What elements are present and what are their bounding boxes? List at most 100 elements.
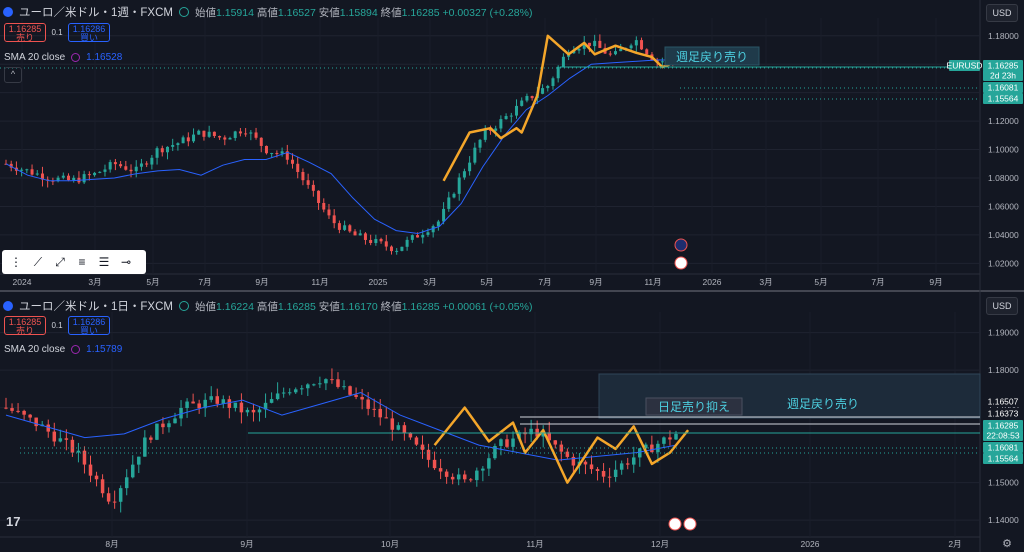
x-tick-label: 10月 (381, 539, 399, 549)
candle-body (58, 438, 63, 442)
candle-body (82, 174, 86, 183)
candle-body (571, 456, 576, 466)
candle-body (134, 166, 138, 172)
candle-body (488, 129, 492, 131)
candle-body (638, 448, 642, 458)
candle-body (595, 469, 600, 471)
candle-body (228, 137, 232, 140)
candle-body (384, 241, 388, 247)
candle-body (366, 399, 370, 409)
candle-body (504, 116, 508, 120)
bottom-price-tag-label: 1.15564 (988, 454, 1019, 464)
candle-body (87, 174, 91, 176)
candle-body (645, 49, 649, 55)
candle-body (218, 136, 222, 138)
bottom-symbol-title[interactable]: ユーロ／米ドル・1日・FXCM (19, 301, 173, 313)
parallel-channel-icon[interactable]: ≡ (78, 255, 86, 269)
fib-tool-icon[interactable]: ☰ (98, 255, 110, 269)
candle-body (525, 96, 529, 101)
bottom-price-tag-label: 22:08:53 (986, 431, 1019, 441)
trendline-tool-icon[interactable]: ⟋ (33, 254, 43, 269)
tradingview-logo[interactable]: 17 (6, 514, 21, 529)
candle-body (420, 444, 425, 450)
candle-body (306, 384, 310, 389)
candle-body (317, 190, 321, 203)
candle-body (515, 105, 519, 116)
top-price-tag (983, 82, 1023, 93)
candle-body (285, 151, 289, 160)
candle-body (372, 408, 376, 410)
candle-body (244, 133, 248, 135)
candle-body (410, 235, 414, 240)
candle-body (70, 439, 75, 453)
candle-body (161, 423, 165, 428)
ray-tool-icon[interactable]: ⤢ (55, 254, 65, 269)
candle-body (40, 173, 44, 180)
visibility-icon[interactable] (178, 7, 189, 17)
top-sell-button[interactable]: 1.16285 売り (4, 23, 46, 43)
candle-body (408, 433, 413, 438)
candle-body (197, 130, 201, 135)
candle-body (155, 423, 159, 440)
collapse-legend-button[interactable]: ^ (4, 67, 22, 83)
horizontal-line-icon[interactable]: ⊸ (120, 255, 132, 269)
bottom-price-tag-label: 1.16373 (988, 409, 1019, 419)
candle-body (656, 443, 660, 453)
candle-body (634, 40, 638, 46)
candle-body (185, 401, 189, 408)
candle-body (131, 464, 135, 478)
y-tick-label: 1.18000 (988, 31, 1019, 41)
candle-body (650, 444, 654, 453)
candle-body (322, 202, 326, 210)
drag-handle-icon[interactable]: ⋮ (10, 255, 22, 269)
candle-body (269, 399, 274, 403)
visibility-icon[interactable] (178, 301, 189, 311)
bottom-sell-button[interactable]: 1.16285 売り (4, 316, 46, 336)
x-tick-label: 3月 (88, 277, 101, 287)
candle-body (324, 379, 328, 384)
top-buy-button[interactable]: 1.16286 買い (68, 23, 110, 43)
bottom-buy-button[interactable]: 1.16286 買い (68, 316, 110, 336)
bottom-price-tag-label: 1.16285 (988, 421, 1019, 431)
bottom-sma-legend[interactable]: SMA 20 close 1.15789 (4, 344, 123, 355)
y-tick-label: 1.17000 (988, 403, 1019, 413)
candle-body (46, 424, 51, 432)
candle-body (473, 147, 477, 163)
top-currency-button[interactable]: USD (986, 4, 1018, 22)
candle-body (644, 444, 648, 449)
y-tick-label: 1.14000 (988, 515, 1019, 525)
candle-body (280, 151, 284, 154)
candle-body (462, 474, 467, 480)
candle-body (613, 469, 618, 478)
top-price-tag-label: EURUSD (947, 61, 983, 71)
bottom-price-tag-label: 1.16081 (988, 443, 1019, 453)
candle-body (124, 166, 128, 170)
candle-body (215, 396, 220, 404)
top-annotation-text: 週足戻り売り (676, 49, 748, 64)
candle-body (275, 393, 280, 400)
candle-body (16, 410, 20, 412)
candle-body (662, 437, 666, 444)
candle-body (30, 169, 34, 175)
bottom-currency-button[interactable]: USD (986, 297, 1018, 315)
y-tick-label: 1.02000 (988, 258, 1019, 268)
candle-body (100, 479, 105, 494)
x-tick-label: 2月 (948, 539, 961, 549)
candle-body (167, 423, 171, 428)
settings-icon[interactable] (71, 345, 81, 354)
drawing-toolbar: ⋮ ⟋ ⤢ ≡ ☰ ⊸ (2, 250, 146, 274)
top-symbol-title[interactable]: ユーロ／米ドル・1週・FXCM (19, 7, 173, 19)
candle-body (348, 225, 352, 232)
settings-icon[interactable] (71, 53, 81, 62)
candle-body (203, 399, 207, 409)
candle-body (259, 137, 263, 146)
chart-settings-icon[interactable]: ⚙ (1002, 538, 1012, 550)
top-spread: 0.1 (51, 28, 63, 37)
top-sma-legend[interactable]: SMA 20 close 1.16528 (4, 52, 123, 63)
candle-body (176, 143, 180, 146)
candle-body (668, 437, 672, 440)
candle-body (619, 48, 623, 52)
top-price-tag (983, 70, 1023, 81)
